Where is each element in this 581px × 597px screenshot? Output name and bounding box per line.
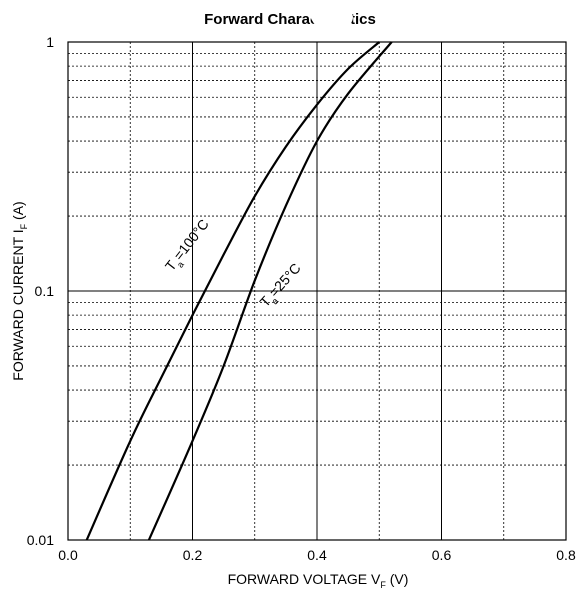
y-axis-label: FORWARD CURRENT IF (A) bbox=[10, 201, 29, 380]
y-tick-label: 0.01 bbox=[27, 532, 54, 548]
series-curves bbox=[85, 41, 393, 541]
x-tick-label: 0.6 bbox=[432, 547, 452, 563]
x-tick-label: 0.4 bbox=[307, 547, 327, 563]
series-label-100c: Ta=100°C bbox=[162, 216, 215, 276]
x-axis-label: FORWARD VOLTAGE VF (V) bbox=[228, 571, 409, 590]
title-occlusion-blotch bbox=[310, 7, 353, 32]
x-tick-label: 0.8 bbox=[556, 547, 576, 563]
y-tick-label: 0.1 bbox=[35, 283, 55, 299]
grid bbox=[68, 42, 566, 540]
x-tick-label: 0.0 bbox=[58, 547, 78, 563]
series-line-25c bbox=[147, 41, 393, 541]
plot-frame bbox=[67, 41, 567, 541]
y-tick-label: 1 bbox=[46, 34, 54, 50]
series-line-100c bbox=[85, 41, 381, 541]
series-label-25c: Ta=25°C bbox=[256, 260, 306, 313]
tick-labels: 0.0 0.2 0.4 0.6 0.8 0.01 0.1 1 bbox=[27, 34, 576, 563]
x-tick-label: 0.2 bbox=[183, 547, 203, 563]
